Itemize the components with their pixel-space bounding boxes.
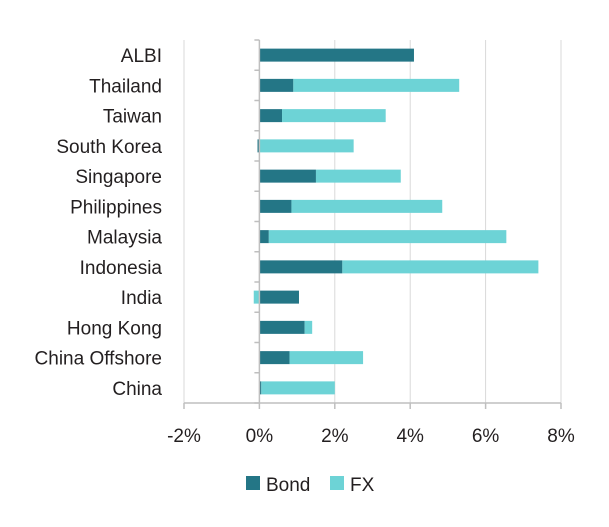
category-label: Philippines bbox=[70, 197, 162, 218]
legend-swatch-fx bbox=[330, 476, 344, 490]
category-label: Hong Kong bbox=[67, 318, 162, 339]
category-labels: ALBI Thailand Taiwan South Korea Singapore Ph… bbox=[35, 46, 163, 400]
category-label: Thailand bbox=[89, 76, 162, 97]
category-label: Indonesia bbox=[80, 258, 163, 279]
bar-bond-indonesia bbox=[259, 260, 343, 274]
bar-fx-singapore bbox=[315, 169, 401, 183]
bar-fx-philippines bbox=[291, 199, 443, 213]
bar-fx-indonesia bbox=[342, 260, 539, 274]
grid-lines bbox=[183, 40, 562, 403]
category-label: Taiwan bbox=[103, 107, 162, 128]
bar-bond-india bbox=[259, 290, 299, 304]
bar-bond-albi bbox=[259, 48, 414, 62]
bar-fx-taiwan bbox=[282, 109, 386, 123]
bar-bond-china bbox=[259, 381, 262, 395]
legend-label-fx: FX bbox=[350, 475, 375, 496]
category-label: India bbox=[121, 288, 163, 309]
bar-bond-china-offshore bbox=[259, 351, 290, 365]
x-tick-label: 0% bbox=[246, 426, 274, 447]
x-tick-label: 2% bbox=[321, 426, 349, 447]
bar-fx-hong-kong bbox=[304, 320, 313, 334]
x-tick-label: -2% bbox=[167, 426, 201, 447]
bar-fx-china-offshore bbox=[289, 351, 364, 365]
bar-fx-china bbox=[261, 381, 335, 395]
bar-bond-philippines bbox=[259, 199, 292, 213]
category-label: Malaysia bbox=[87, 228, 162, 249]
category-label: Singapore bbox=[75, 167, 162, 188]
x-tick-label: 8% bbox=[547, 426, 575, 447]
bar-fx-south-korea bbox=[259, 139, 354, 153]
category-label: China bbox=[112, 379, 162, 400]
legend-label-bond: Bond bbox=[266, 475, 310, 496]
bar-fx-thailand bbox=[293, 78, 460, 92]
bar-bond-singapore bbox=[259, 169, 316, 183]
legend-swatch-bond bbox=[246, 476, 260, 490]
x-tick-labels: -2% 0% 2% 4% 6% 8% bbox=[167, 426, 575, 447]
bars bbox=[253, 48, 539, 395]
bar-fx-india bbox=[253, 290, 260, 304]
bar-bond-taiwan bbox=[259, 109, 283, 123]
x-tick-label: 6% bbox=[472, 426, 500, 447]
axes bbox=[183, 39, 562, 409]
legend: Bond FX bbox=[246, 475, 375, 496]
bar-fx-malaysia bbox=[268, 230, 507, 244]
category-label: ALBI bbox=[121, 46, 162, 67]
x-tick-label: 4% bbox=[396, 426, 424, 447]
bar-bond-hong-kong bbox=[259, 320, 305, 334]
bar-bond-thailand bbox=[259, 78, 294, 92]
category-label: China Offshore bbox=[35, 349, 162, 370]
bar-bond-malaysia bbox=[259, 230, 269, 244]
category-label: South Korea bbox=[56, 137, 162, 158]
bar-bond-south-korea bbox=[257, 139, 260, 153]
